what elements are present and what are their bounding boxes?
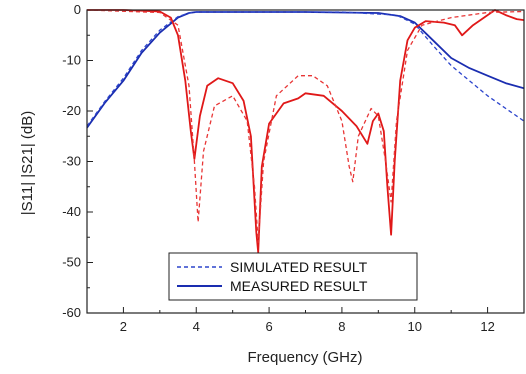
- legend-box: [168, 252, 418, 301]
- series-line-s21_meas: [87, 11, 524, 129]
- plot-frame: [86, 9, 525, 314]
- y-tick-label: -50: [62, 255, 81, 270]
- y-tick-label: 0: [74, 2, 81, 17]
- y-tick-label: -20: [62, 103, 81, 118]
- x-tick-label: 4: [193, 319, 200, 334]
- y-axis-title: |S11| |S21| (dB): [19, 111, 36, 216]
- x-tick-label: 8: [338, 319, 345, 334]
- x-tick-label: 12: [480, 319, 494, 334]
- y-tick-label: -10: [62, 53, 81, 68]
- series-line-s11_sim: [87, 9, 524, 243]
- series-line-s11_meas: [87, 9, 524, 254]
- legend-label-simulated: SIMULATED RESULT: [230, 259, 368, 275]
- legend: SIMULATED RESULT MEASURED RESULT: [168, 252, 418, 301]
- y-tick-label: -60: [62, 305, 81, 320]
- y-tick-label: -30: [62, 154, 81, 169]
- legend-label-measured: MEASURED RESULT: [230, 278, 368, 294]
- series-layer: [87, 9, 524, 254]
- x-tick-label: 2: [120, 319, 127, 334]
- y-tick-label: -40: [62, 204, 81, 219]
- x-axis-title: Frequency (GHz): [247, 349, 362, 366]
- y-tick-labels: 0 -10 -20 -30 -40 -50 -60: [62, 2, 81, 320]
- series-line-s21_sim: [87, 11, 524, 127]
- x-tick-label: 6: [265, 319, 272, 334]
- x-tick-labels: 2 4 6 8 10 12: [120, 319, 495, 334]
- x-tick-label: 10: [408, 319, 422, 334]
